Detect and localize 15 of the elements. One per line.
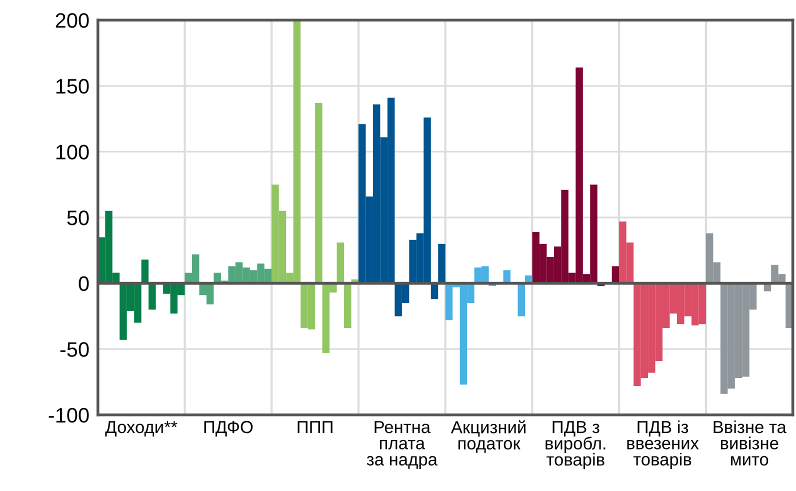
y-tick-label: -50 (60, 342, 89, 357)
y-tick-label: -100 (48, 408, 89, 423)
x-tick-label: ППП (298, 421, 332, 434)
x-tick-label: ПДВ із ввезених товарів (627, 420, 699, 469)
y-tick-label: 100 (56, 144, 89, 160)
y-tick-label: 0 (78, 276, 89, 292)
x-tick-label: Доходи** (105, 421, 178, 436)
y-tick-label: 150 (56, 78, 89, 94)
y-tick-label: 50 (67, 210, 89, 226)
y-tick-label: 200 (56, 13, 89, 28)
x-tick-label: Рентна плата за надра (366, 421, 438, 469)
x-tick-label: ПДФО (204, 420, 253, 436)
x-tick-label: Ввізне та вивізне мито (714, 420, 786, 466)
x-tick-label: ПДВ з виробл. товарів (546, 421, 606, 470)
x-tick-label: Акцизний податок (450, 420, 526, 453)
